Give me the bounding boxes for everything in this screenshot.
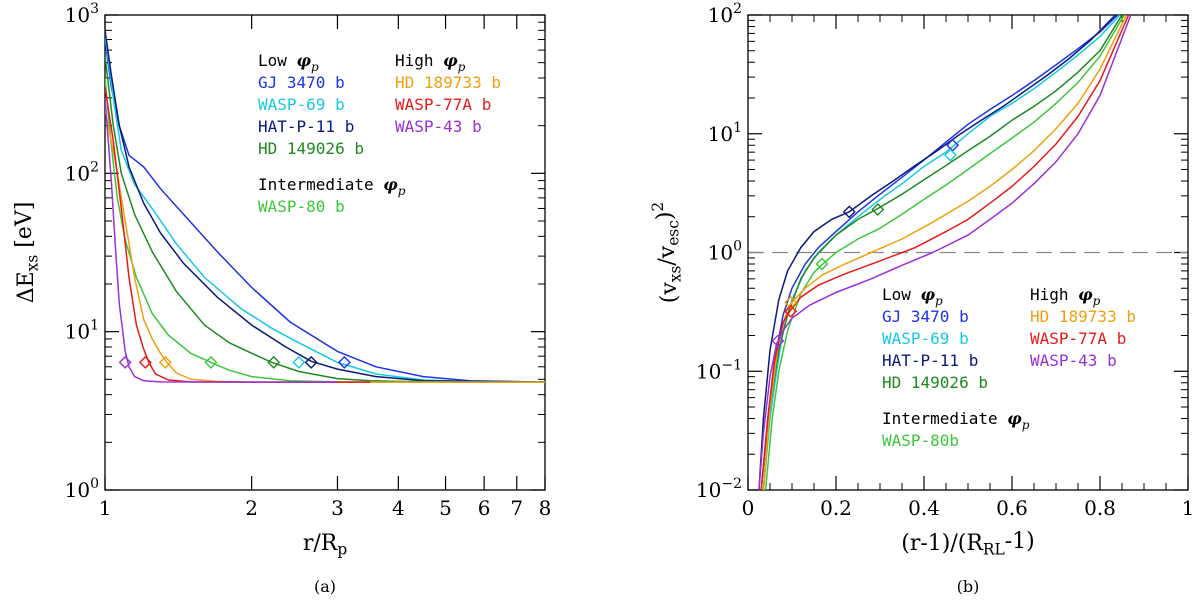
legend-header-high: High φp	[1030, 285, 1101, 308]
legend-entry-wasp-43-b: WASP-43 b	[395, 117, 482, 136]
marker-hat-p-11-b	[842, 205, 856, 219]
series-line-wasp-69-b	[105, 34, 545, 383]
x-axis-label: (r-1)/(RRL​-1)	[901, 529, 1035, 559]
series-line-gj-3470-b	[760, 15, 1119, 490]
legend-header-low: Low φp	[258, 51, 319, 74]
series-line-wasp-77a-b	[760, 15, 1130, 490]
legend-entry-hd-189733-b: HD 189733 b	[395, 73, 501, 92]
series-line-hd-149026-b	[762, 15, 1123, 490]
legend-header-intermediate: Intermediate φp	[882, 409, 1030, 432]
plot-frame	[104, 14, 546, 491]
plot-area	[105, 30, 545, 383]
legend-entry-hd-149026-b: HD 149026 b	[258, 139, 364, 158]
legend-header-low: Low φp	[882, 285, 943, 308]
y-tick-label: 102	[65, 159, 99, 185]
panel-caption: (a)	[314, 577, 336, 596]
x-axis-label: r/Rp​	[303, 531, 348, 559]
legend-header-high: High φp	[395, 51, 466, 74]
y-tick-label: 101	[708, 120, 742, 146]
x-tick-label: 0.6	[996, 496, 1028, 520]
plot-frame	[747, 14, 1189, 491]
panel-a: 100 101 102 103 1 2 3 4 5 678 r/Rp​ ΔExs​ [eV] Low φ…	[12, 1, 551, 596]
legend-entry-wasp-69-b: WASP-69 b	[882, 329, 969, 348]
y-tick-label: 10−1	[696, 357, 742, 383]
legend-entry-wasp-80-b: WASP-80 b	[258, 197, 345, 216]
marker-gj-3470-b	[337, 355, 351, 369]
axes: 100 101 102 103 1 2 3 4 5 678 r/Rp​ ΔExs​ [eV]	[12, 1, 551, 559]
marker-hat-p-11-b	[304, 355, 318, 369]
legend-entry-wasp-77a-b: WASP-77A b	[1030, 329, 1126, 348]
marker-wasp-69-b	[292, 355, 306, 369]
panel-b: 10−2 10−1 100 101 102 0 0.2 0.4 0.6 0.8 1 (r-1)/(RR…	[649, 1, 1195, 596]
marker-wasp-69-b	[943, 148, 957, 162]
series-line-gj-3470-b	[105, 39, 545, 383]
legend-header-intermediate: Intermediate φp	[258, 175, 406, 198]
legend-entry-hd-149026-b: HD 149026 b	[882, 373, 988, 392]
x-tick-label: 6	[478, 496, 491, 520]
legend-entry-wasp-77a-b: WASP-77A b	[395, 95, 491, 114]
x-tick-label: 0.4	[908, 496, 940, 520]
legend-entry-hat-p-11-b: HAT-P-11 b	[258, 117, 354, 136]
axes: 10−2 10−1 100 101 102 0 0.2 0.4 0.6 0.8 1 (r-1)/(RR…	[649, 1, 1195, 559]
legend-entry-gj-3470-b: GJ 3470 b	[258, 73, 345, 92]
series-line-hat-p-11-b	[758, 15, 1116, 490]
marker-wasp-77a-b	[138, 355, 152, 369]
series-line-hd-149026-b	[105, 56, 545, 383]
y-axis-label: ΔExs​ [eV]	[12, 202, 42, 304]
marker-wasp-77a-b	[784, 304, 798, 318]
marker-hd-149026-b	[267, 355, 281, 369]
y-tick-label: 10−2	[696, 476, 742, 502]
y-tick-label: 101	[65, 318, 99, 344]
y-tick-label: 102	[708, 1, 742, 27]
marker-wasp-43-b	[118, 355, 132, 369]
plot-area	[758, 15, 1132, 490]
marker-hd-189733-b	[158, 355, 172, 369]
y-axis-label: (vxs​/vesc​)2​	[649, 202, 685, 303]
marker-wasp-43-b	[771, 334, 785, 348]
legend-entry-hat-p-11-b: HAT-P-11 b	[882, 351, 978, 370]
marker-hd-189733-b	[784, 295, 798, 309]
x-tick-label: 5	[439, 496, 452, 520]
x-tick-label: 3	[331, 496, 344, 520]
series-line-hat-p-11-b	[105, 30, 545, 383]
legend-entry-hd-189733-b: HD 189733 b	[1030, 307, 1136, 326]
x-tick-label: 2	[245, 496, 258, 520]
legend-entry-wasp-43-b: WASP-43 b	[1030, 351, 1117, 370]
y-tick-label: 100	[708, 239, 742, 265]
series-line-wasp-43-b	[758, 15, 1132, 490]
marker-gj-3470-b	[946, 138, 960, 152]
marker-wasp-80-b	[204, 355, 218, 369]
legend-entry-wasp-69-b: WASP-69 b	[258, 95, 345, 114]
y-tick-label: 103	[65, 1, 99, 27]
legend-entry-wasp-80b: WASP-80b	[882, 431, 959, 450]
x-tick-label: 1	[1182, 496, 1195, 520]
x-tick-label: 7	[510, 496, 523, 520]
x-tick-label: 0.2	[820, 496, 852, 520]
x-tick-label: 8	[539, 496, 552, 520]
x-tick-label: 1	[99, 496, 112, 520]
x-tick-label: 4	[392, 496, 405, 520]
marker-wasp-80-b	[815, 257, 829, 271]
marker-hd-149026-b	[871, 203, 885, 217]
x-tick-label: 0.8	[1084, 496, 1116, 520]
y-tick-label: 100	[65, 476, 99, 502]
legend-entry-gj-3470-b: GJ 3470 b	[882, 307, 969, 326]
x-tick-label: 0	[742, 496, 755, 520]
panel-caption: (b)	[957, 577, 980, 596]
